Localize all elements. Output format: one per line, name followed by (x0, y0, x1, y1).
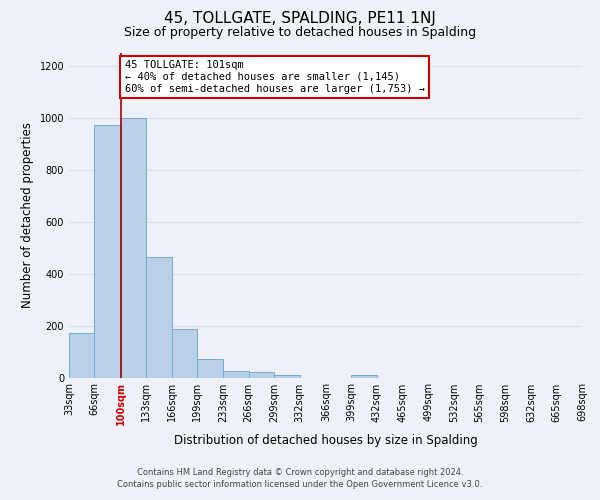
Bar (197, 360, 223, 378)
Bar (94, 126, 120, 378)
Text: 45 TOLLGATE: 101sqm
← 40% of detached houses are smaller (1,145)
60% of semi-det: 45 TOLLGATE: 101sqm ← 40% of detached ho… (125, 60, 425, 94)
Text: Contains HM Land Registry data © Crown copyright and database right 2024.
Contai: Contains HM Land Registry data © Crown c… (118, 468, 482, 489)
Bar (274, 375, 299, 378)
Bar (352, 375, 377, 378)
X-axis label: Distribution of detached houses by size in Spalding: Distribution of detached houses by size … (173, 434, 478, 446)
Bar (146, 256, 172, 378)
Bar (172, 330, 197, 378)
Bar (121, 118, 146, 378)
Text: 45, TOLLGATE, SPALDING, PE11 1NJ: 45, TOLLGATE, SPALDING, PE11 1NJ (164, 11, 436, 26)
Bar (69, 334, 94, 378)
Bar (223, 371, 249, 378)
Text: Size of property relative to detached houses in Spalding: Size of property relative to detached ho… (124, 26, 476, 39)
Bar (249, 372, 274, 378)
Y-axis label: Number of detached properties: Number of detached properties (21, 122, 34, 308)
